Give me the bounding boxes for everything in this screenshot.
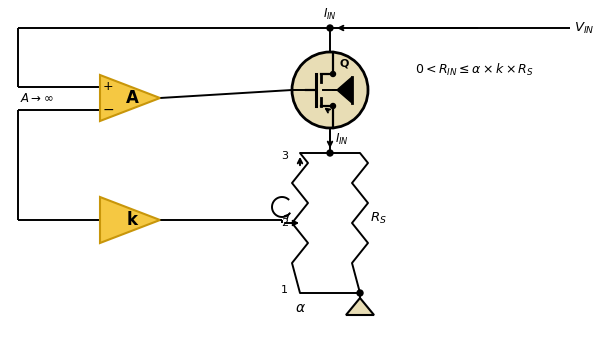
Circle shape [327, 25, 333, 31]
Text: $A \rightarrow \infty$: $A \rightarrow \infty$ [20, 92, 53, 104]
Text: 3: 3 [281, 151, 288, 161]
Polygon shape [100, 197, 160, 243]
Text: 1: 1 [281, 285, 288, 295]
Text: −: − [102, 102, 114, 117]
Text: $0 < R_{IN} \leq \alpha \times k \times R_S$: $0 < R_{IN} \leq \alpha \times k \times … [415, 62, 534, 78]
Text: k: k [127, 211, 137, 229]
Circle shape [292, 52, 368, 128]
Text: A: A [125, 89, 139, 107]
Circle shape [331, 103, 335, 108]
Polygon shape [337, 77, 352, 103]
Text: $I_{IN}$: $I_{IN}$ [323, 7, 337, 22]
Polygon shape [100, 75, 160, 121]
Text: Q: Q [340, 59, 349, 69]
Text: $V_{IN}$: $V_{IN}$ [574, 21, 595, 35]
Circle shape [357, 290, 363, 296]
Polygon shape [346, 298, 374, 315]
Text: 2: 2 [281, 218, 288, 228]
Text: $R_S$: $R_S$ [370, 211, 387, 225]
Circle shape [327, 150, 333, 156]
Circle shape [331, 72, 335, 76]
Text: +: + [103, 80, 113, 93]
Text: $I_{IN}$: $I_{IN}$ [335, 131, 349, 147]
Text: $\alpha$: $\alpha$ [295, 301, 305, 315]
